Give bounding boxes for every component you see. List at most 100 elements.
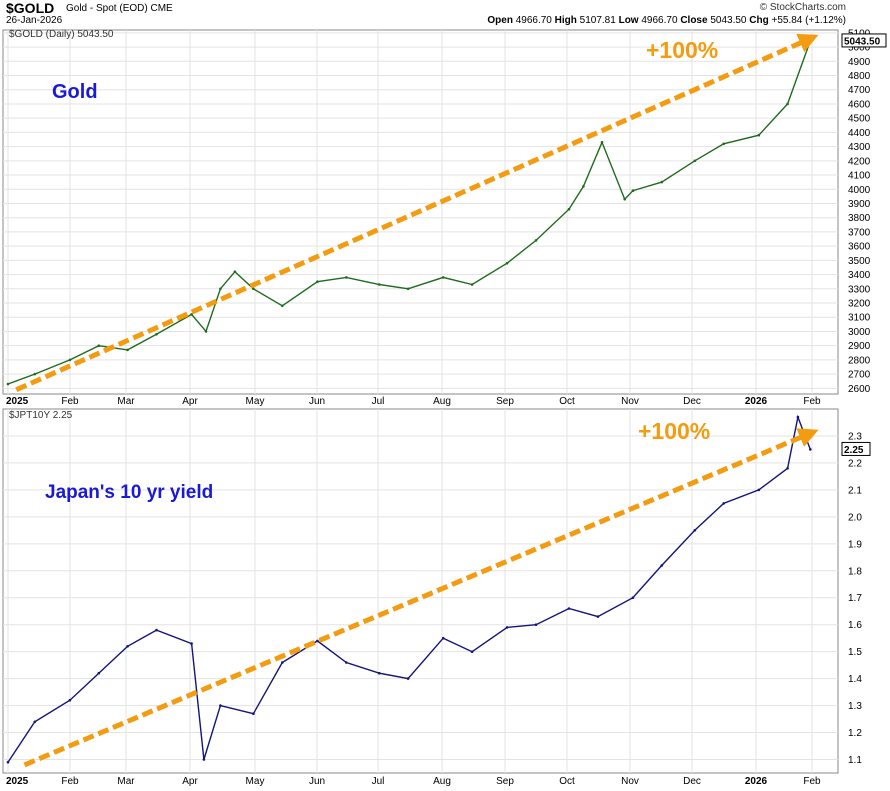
x-tick-label: Jul [372, 776, 385, 787]
data-point [6, 382, 10, 386]
high-label: High [554, 15, 577, 26]
y-tick-label: 2600 [848, 384, 871, 395]
y-tick-label: 3800 [848, 213, 871, 224]
data-point [534, 623, 538, 626]
y-tick-label: 1.8 [848, 566, 862, 577]
x-tick-label: Nov [621, 396, 639, 407]
last-value-box [841, 441, 871, 456]
chart-header: $GOLD Gold - Spot (EOD) CME 26-Jan-2026 … [0, 0, 890, 28]
data-point [441, 636, 445, 640]
y-tick-label: 2700 [848, 370, 871, 381]
x-tick-label: Feb [61, 396, 79, 407]
last-value-label: 2.25 [844, 445, 864, 456]
y-tick-label: 4100 [848, 171, 871, 182]
data-point [378, 671, 381, 675]
data-point [567, 607, 571, 610]
y-tick-label: 4700 [848, 85, 871, 96]
data-point [786, 467, 789, 470]
y-tick-label: 2900 [848, 341, 871, 352]
panel-frame-1 [2, 408, 839, 774]
x-tick-label: Nov [621, 776, 639, 787]
x-tick-label: May [246, 776, 265, 787]
y-tick-label: 1.4 [848, 674, 862, 685]
ohlc-readout: Open 4966.70 High 5107.81 Low 4966.70 Cl… [487, 15, 846, 26]
data-point [190, 313, 193, 316]
x-tick-label: Sep [496, 396, 514, 407]
x-tick-label: Mar [117, 396, 135, 407]
y-tick-label: 1.3 [848, 701, 862, 712]
y-tick-label: 3300 [848, 284, 871, 295]
data-point [316, 280, 319, 284]
data-point [534, 239, 538, 242]
data-point [252, 287, 255, 291]
x-tick-label: Mar [117, 776, 135, 787]
y-tick-label: 2.0 [848, 512, 862, 523]
trend-arrow-0 [15, 33, 819, 393]
x-tick-label: Dec [683, 396, 701, 407]
data-point [97, 344, 101, 348]
data-point [281, 304, 284, 308]
y-tick-label: 1.2 [848, 728, 862, 739]
trend-arrow-1 [23, 428, 819, 768]
y-tick-label: 3200 [848, 299, 871, 310]
data-point [786, 102, 789, 106]
data-point [406, 287, 410, 291]
data-point [202, 758, 206, 761]
data-point [631, 189, 635, 192]
y-tick-label: 2.3 [848, 431, 862, 442]
y-tick-label: 1.1 [848, 755, 862, 766]
data-point [33, 720, 37, 724]
y-tick-label: 4600 [848, 99, 871, 110]
last-value-label: 5043.50 [844, 36, 881, 47]
data-point [600, 141, 604, 144]
data-point [68, 358, 72, 362]
x-tick-label: Aug [433, 396, 451, 407]
y-tick-label: 2.2 [848, 458, 862, 469]
watermark: © StockCharts.com [759, 2, 846, 13]
data-point [660, 180, 664, 184]
chg-value: +55.84 (+1.12%) [771, 15, 847, 26]
y-tick-label: 2.1 [848, 485, 862, 496]
x-tick-label: Jun [309, 776, 325, 787]
x-tick-label: 2026 [745, 396, 768, 407]
high-value: 5107.81 [579, 15, 616, 26]
data-point [722, 502, 725, 505]
low-value: 4966.70 [641, 15, 678, 26]
data-point [470, 283, 474, 286]
y-tick-label: 4300 [848, 142, 871, 153]
y-tick-label: 3000 [848, 327, 871, 338]
data-point [233, 270, 237, 274]
annotation-label: +100% [638, 418, 710, 444]
data-point [757, 488, 761, 492]
data-point [204, 330, 208, 333]
data-point [796, 415, 800, 419]
panel-label: Gold [52, 81, 98, 103]
data-point [567, 207, 571, 211]
data-point [378, 283, 381, 286]
x-tick-label: Apr [182, 776, 198, 787]
y-tick-label: 4500 [848, 114, 871, 125]
data-point [660, 564, 664, 567]
data-point [252, 712, 255, 715]
data-point [505, 261, 509, 265]
series-legend: $GOLD (Daily) 5043.50 [9, 29, 114, 40]
x-tick-label: Oct [559, 396, 575, 407]
x-tick-label: Dec [683, 776, 701, 787]
data-point [345, 661, 348, 664]
data-point [623, 197, 626, 201]
data-point [155, 628, 158, 632]
x-tick-label: 2025 [6, 776, 29, 787]
y-tick-label: 5000 [848, 43, 871, 54]
data-point [693, 529, 697, 532]
data-point [97, 671, 101, 675]
last-value-box [841, 33, 887, 48]
series-legend: $JPT10Y 2.25 [9, 410, 73, 421]
data-point [345, 276, 348, 279]
low-label: Low [618, 15, 639, 26]
y-tick-label: 3100 [848, 313, 871, 324]
data-point [190, 642, 193, 645]
open-label: Open [487, 15, 513, 26]
y-tick-label: 3700 [848, 227, 871, 238]
y-tick-label: 3600 [848, 242, 871, 253]
